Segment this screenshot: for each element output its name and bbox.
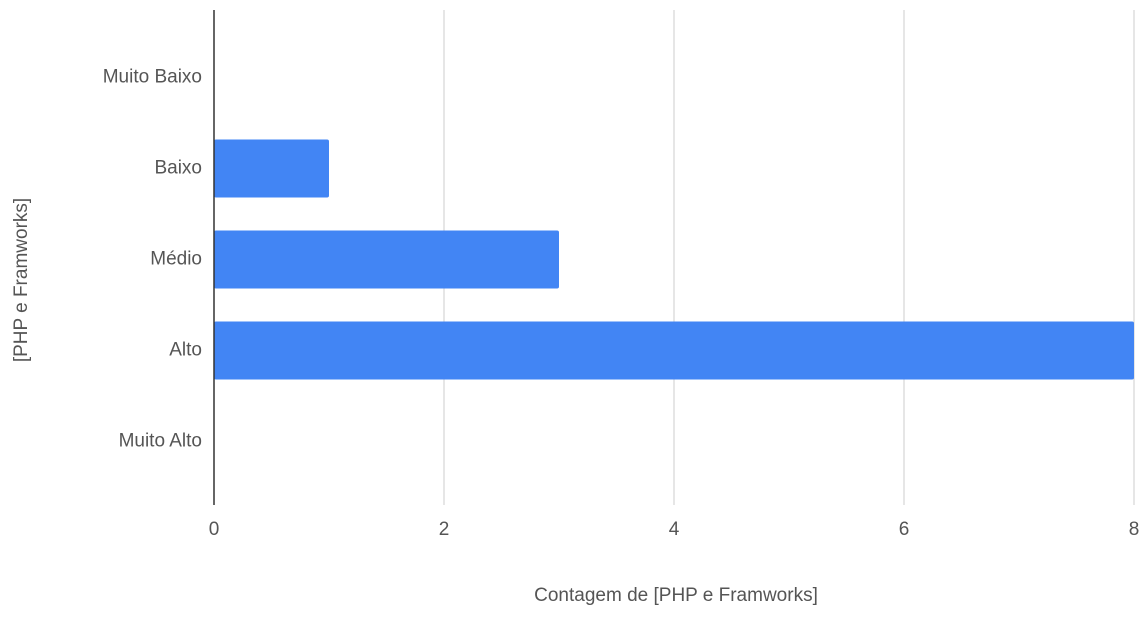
y-tick-label: Alto bbox=[169, 340, 202, 361]
bar bbox=[214, 230, 559, 289]
bar bbox=[214, 139, 329, 198]
y-tick-label: Médio bbox=[150, 249, 202, 270]
x-tick-label: 2 bbox=[439, 519, 450, 540]
y-axis-label: [PHP e Framworks] bbox=[11, 198, 32, 362]
x-axis-label: Contagem de [PHP e Framworks] bbox=[534, 585, 818, 606]
y-tick-label: Baixo bbox=[154, 158, 202, 179]
x-tick-label: 8 bbox=[1129, 519, 1140, 540]
bar bbox=[214, 321, 1134, 380]
x-tick-label: 6 bbox=[899, 519, 910, 540]
y-tick-label: Muito Baixo bbox=[103, 67, 202, 88]
x-tick-label: 0 bbox=[209, 519, 220, 540]
x-tick-label: 4 bbox=[669, 519, 680, 540]
y-tick-label: Muito Alto bbox=[119, 431, 202, 452]
